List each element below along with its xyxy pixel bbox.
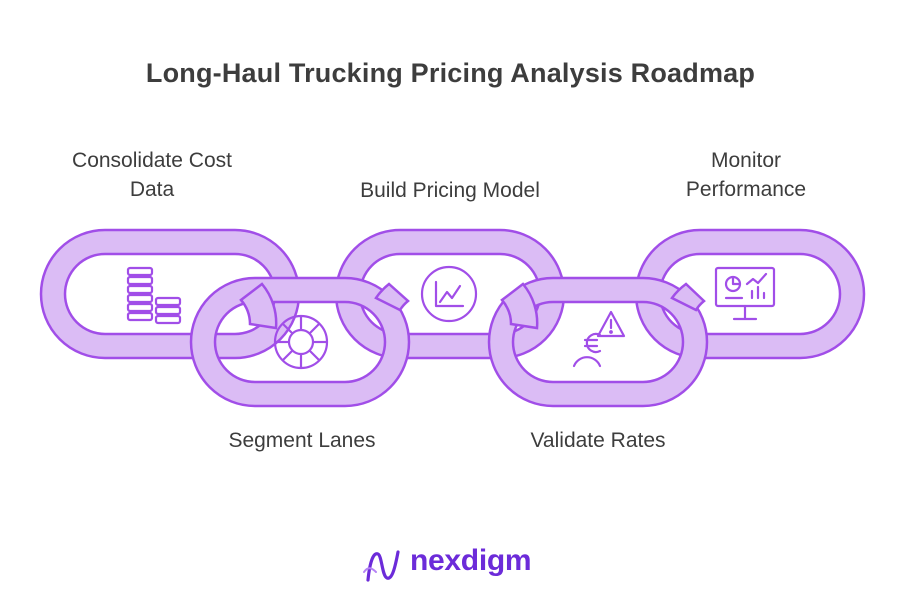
chain-link-consolidate-cost-data [39,228,301,360]
step-label-validate-rates: Validate Rates [478,426,718,455]
step-label-line: Validate Rates [530,429,666,452]
nexdigm-logo-icon [363,550,400,582]
chain-link-monitor-performance [634,228,866,360]
line-chart-icon [420,265,478,323]
chain-overlap-link-1 [239,282,278,330]
coin-stack-icon [126,266,182,325]
monitor-dashboard-icon [714,266,776,321]
step-label-line: Monitor [710,149,782,172]
step-label-line: Consolidate Cost [72,149,232,172]
step-label-monitor-performance: Monitor Performance [616,146,876,204]
euro-warning-icon [572,310,626,368]
chain-overlap-link-3-right [500,282,539,330]
step-label-line: Data [129,178,175,201]
brand-name: nexdigm [410,544,532,577]
chain-overlap-link-5 [670,282,706,312]
step-label-build-pricing-model: Build Pricing Model [320,176,580,205]
step-label-line: Segment Lanes [228,429,376,452]
step-label-line: Performance [685,178,807,201]
step-label-segment-lanes: Segment Lanes [182,426,422,455]
step-label-line: Build Pricing Model [360,179,540,202]
diagram-title: Long-Haul Trucking Pricing Analysis Road… [145,58,756,88]
step-label-consolidate-cost-data: Consolidate Cost Data [30,146,274,204]
chain-overlap-link-3 [374,282,410,312]
pie-chart-icon [273,314,329,370]
